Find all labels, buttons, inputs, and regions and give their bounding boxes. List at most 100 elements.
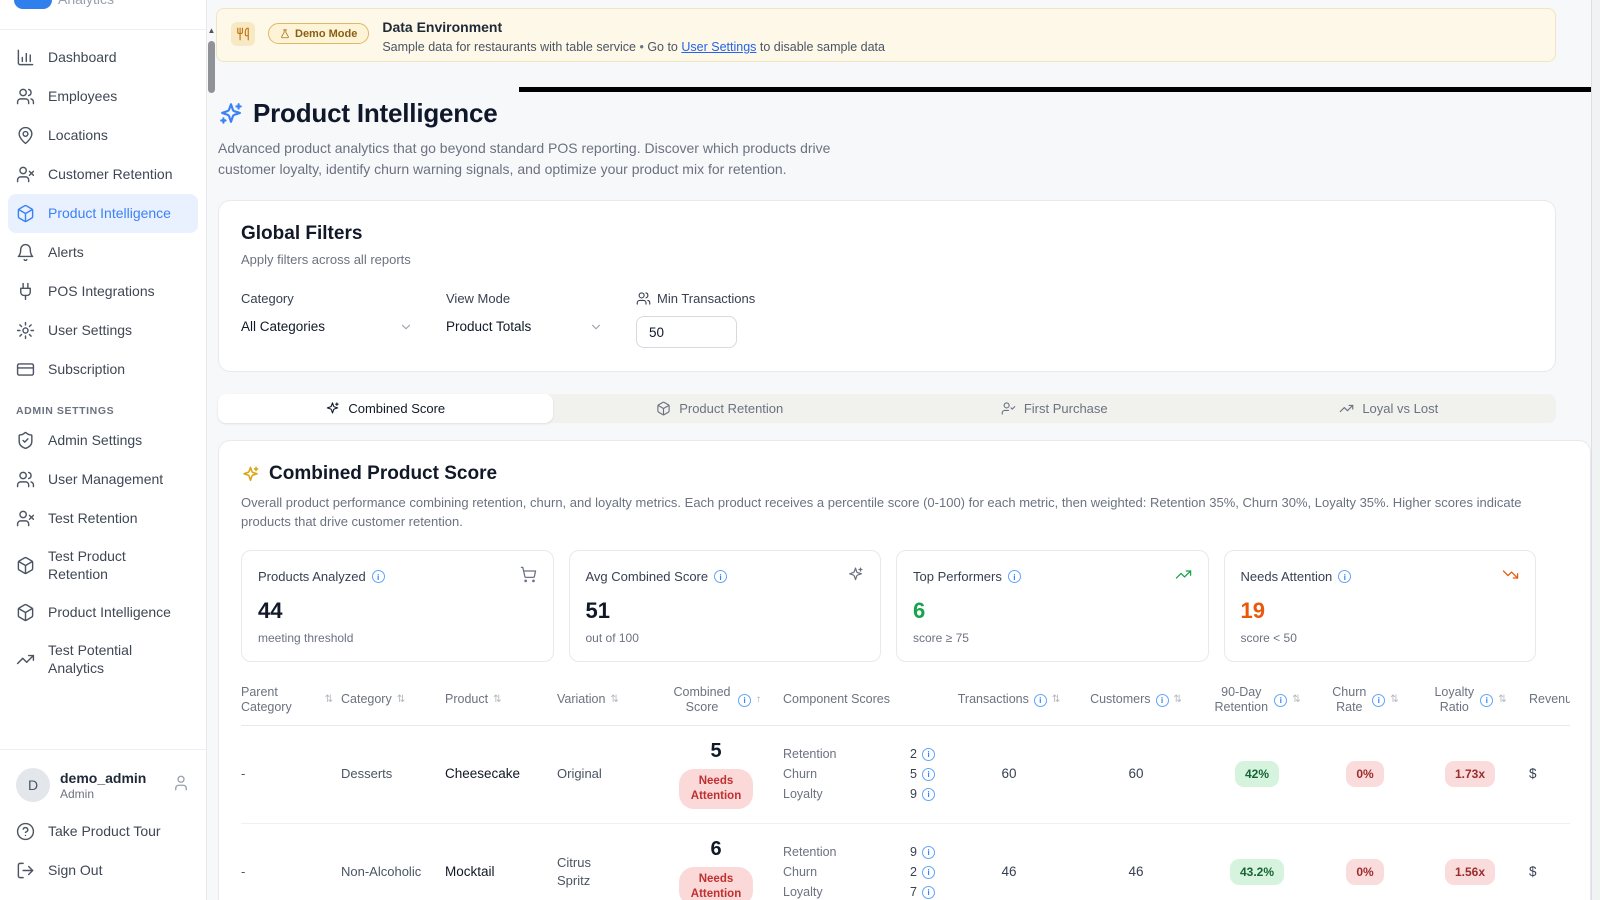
user-settings-link[interactable]: User Settings [681,40,757,54]
demo-mode-badge: Demo Mode [268,23,370,44]
sidebar: Analytics Dashboard Employees Locations … [0,0,207,900]
col-90-day-retention[interactable]: 90-Day Retention i ⇅ [1214,684,1301,715]
sort-icon[interactable]: ⇅ [493,693,502,705]
info-icon[interactable]: i [714,570,728,584]
view-mode-select[interactable]: Product Totals [446,319,603,334]
sidebar-nav: Dashboard Employees Locations Customer R… [0,30,206,687]
scrollbar-thumb[interactable] [208,41,215,93]
table-row[interactable]: - Desserts Cheesecake Original 5 Needs A… [241,726,1570,824]
cell-transactions: 60 [1001,766,1017,782]
sort-icon[interactable]: ⇅ [396,693,406,705]
sidebar-item-product-intelligence[interactable]: Product Intelligence [8,194,198,233]
package-icon [17,204,34,223]
info-icon[interactable]: i [1372,693,1386,707]
sidebar-item-label: Test Retention [48,509,138,526]
col-category[interactable]: Category ⇅ [341,692,406,707]
global-filters-subtitle: Apply filters across all reports [241,252,411,267]
view-mode-filter-label: View Mode [446,291,511,306]
cell-revenue: $ [1529,863,1537,879]
plug-icon [20,282,31,301]
sidebar-item-employees[interactable]: Employees [0,77,206,116]
user-name: demo_admin [60,769,147,786]
info-icon[interactable]: i [1155,693,1169,707]
table-row[interactable]: - Non-Alcoholic Mocktail Citrus Spritz 6… [241,824,1570,900]
info-icon[interactable]: i [922,747,935,761]
sort-asc-icon[interactable]: ↑ [756,693,761,705]
credit-card-icon [16,363,35,376]
min-transactions-label: Min Transactions [636,291,755,306]
tab-first-purchase[interactable]: First Purchase [887,394,1222,423]
info-icon[interactable]: i [1274,693,1288,707]
cell-customers: 46 [1128,863,1144,879]
col-variation[interactable]: Variation ⇅ [557,692,619,707]
sort-icon[interactable]: ⇅ [1498,693,1507,705]
category-select[interactable]: All Categories [241,319,413,334]
sidebar-item-subscription[interactable]: Subscription [0,350,206,389]
col-combined-score[interactable]: Combined Score i ↑ [673,684,762,715]
sidebar-item-user-management[interactable]: User Management [0,460,206,499]
cart-icon [520,566,537,588]
sort-icon[interactable]: ⇅ [610,693,619,705]
tab-loyal-vs-lost[interactable]: Loyal vs Lost [1222,394,1557,423]
sidebar-item-test-potential-analytics[interactable]: Test Potential Analytics [0,632,206,687]
sidebar-item-dashboard[interactable]: Dashboard [0,38,206,77]
info-icon[interactable]: i [922,767,935,781]
col-customers[interactable]: Customers i ⇅ [1090,692,1182,707]
col-churn-rate[interactable]: Churn Rate i ⇅ [1332,684,1399,715]
stat-products-analyzed: Products Analyzed i 44 meeting threshold [241,549,554,662]
take-product-tour-button[interactable]: Take Product Tour [0,812,206,851]
stats-row: Products Analyzed i 44 meeting threshold… [241,549,1536,662]
info-icon[interactable]: i [1480,693,1494,707]
scrollbar-up-arrow-icon[interactable]: ▲ [207,26,216,35]
info-icon[interactable]: i [922,845,935,859]
info-icon[interactable]: i [922,865,935,879]
tab-product-retention[interactable]: Product Retention [553,394,888,423]
info-icon[interactable]: i [1033,693,1047,707]
sidebar-item-admin-settings[interactable]: Admin Settings [0,421,206,460]
page-description: Advanced product analytics that go beyon… [218,140,831,177]
bar-chart-icon [17,49,34,66]
table-header-row: Parent Category ⇅ Category ⇅ Product ⇅ Vari… [241,676,1570,726]
sidebar-item-alerts[interactable]: Alerts [0,233,206,272]
needs-attention-badge: Needs Attention [679,768,753,809]
sort-icon[interactable]: ⇅ [1292,693,1301,705]
info-icon[interactable]: i [922,787,935,801]
gear-icon [16,321,35,340]
min-transactions-input[interactable] [636,316,737,348]
main-content: Demo Mode Data Environment Sample data f… [207,0,1600,900]
info-icon[interactable]: i [738,693,751,707]
col-transactions[interactable]: Transactions i ⇅ [957,692,1061,707]
sidebar-item-locations[interactable]: Locations [0,116,206,155]
shield-check-icon [18,431,33,450]
col-product[interactable]: Product ⇅ [445,692,502,707]
sidebar-item-customer-retention[interactable]: Customer Retention [0,155,206,194]
help-circle-icon [16,822,35,841]
info-icon[interactable]: i [1338,570,1352,584]
sidebar-item-test-product-retention[interactable]: Test Product Retention [0,538,206,593]
info-icon[interactable]: i [371,570,385,584]
cell-churn-rate: 0% [1319,858,1411,886]
sort-icon[interactable]: ⇅ [1173,693,1182,705]
user-profile[interactable]: D demo_admin Admin [0,758,206,812]
sparkles-icon [220,102,242,124]
app-logo [14,0,52,9]
cell-revenue: $ [1529,766,1537,782]
sidebar-item-pos-integrations[interactable]: POS Integrations [0,272,206,311]
sign-out-button[interactable]: Sign Out [0,851,206,890]
page-scrollbar[interactable] [1591,0,1600,900]
col-revenue[interactable]: Revenue [1529,692,1570,707]
tab-combined-score[interactable]: Combined Score [218,394,553,423]
avatar: D [16,768,50,802]
sidebar-item-test-retention[interactable]: Test Retention [0,499,206,538]
sidebar-item-user-settings[interactable]: User Settings [0,311,206,350]
content-scrollbar[interactable]: ▲ [206,26,217,93]
sort-icon[interactable]: ⇅ [324,693,333,705]
col-parent-category[interactable]: Parent Category ⇅ [241,684,333,715]
user-icon [172,774,190,797]
sort-icon[interactable]: ⇅ [1390,693,1399,705]
info-icon[interactable]: i [922,885,935,899]
info-icon[interactable]: i [1007,570,1021,584]
sort-icon[interactable]: ⇅ [1051,693,1061,705]
sidebar-item-product-intelligence-admin[interactable]: Product Intelligence [0,593,206,632]
col-loyalty-ratio[interactable]: Loyalty Ratio i ⇅ [1434,684,1507,715]
